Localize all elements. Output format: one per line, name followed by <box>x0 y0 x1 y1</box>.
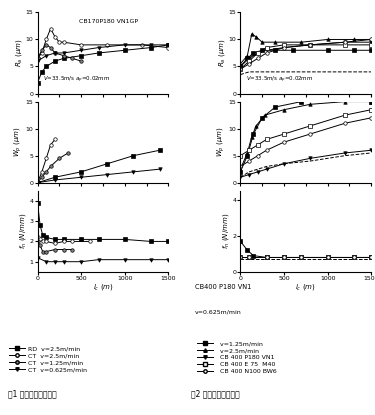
X-axis label: $l_c\ (m)$: $l_c\ (m)$ <box>296 282 316 293</box>
Text: v=0.625m/min: v=0.625m/min <box>195 309 242 314</box>
Y-axis label: $f_n\ (N/mm)$: $f_n\ (N/mm)$ <box>221 213 231 249</box>
Y-axis label: $R_a\ (\mu m)$: $R_a\ (\mu m)$ <box>217 39 227 67</box>
Text: 图2 砂轮接合剂的影响: 图2 砂轮接合剂的影响 <box>191 389 240 398</box>
X-axis label: $l_c\ (m)$: $l_c\ (m)$ <box>93 282 113 293</box>
Text: CB170P180 VN1GP: CB170P180 VN1GP <box>80 19 138 24</box>
Text: $V$=33.5m/s $a_p$=0.02mm: $V$=33.5m/s $a_p$=0.02mm <box>246 75 313 85</box>
Y-axis label: $W_p\ (\mu m)$: $W_p\ (\mu m)$ <box>216 127 227 157</box>
Text: CB400 P180 VN1: CB400 P180 VN1 <box>195 284 251 290</box>
Text: 图1 砂轮修正方法影响: 图1 砂轮修正方法影响 <box>8 389 56 398</box>
Y-axis label: $R_a\ (\mu m)$: $R_a\ (\mu m)$ <box>14 39 24 67</box>
Y-axis label: $W_p\ (\mu m)$: $W_p\ (\mu m)$ <box>13 127 24 157</box>
Text: $V$=33.5m/s $a_p$=0.02mm: $V$=33.5m/s $a_p$=0.02mm <box>43 75 110 85</box>
Legend:   v=1.25m/min,   v=2.5m/min,   CB 400 P180 VN1,   CB 400 E 75  M40,   CB 400 N10: v=1.25m/min, v=2.5m/min, CB 400 P180 VN1… <box>194 339 279 376</box>
Legend: RD  v=2.5m/min, CT  v=2.5m/min, CT  v=1.25m/min, CT  v=0.625m/min: RD v=2.5m/min, CT v=2.5m/min, CT v=1.25m… <box>7 343 90 374</box>
Y-axis label: $f_n\ (N/mm)$: $f_n\ (N/mm)$ <box>18 213 28 249</box>
